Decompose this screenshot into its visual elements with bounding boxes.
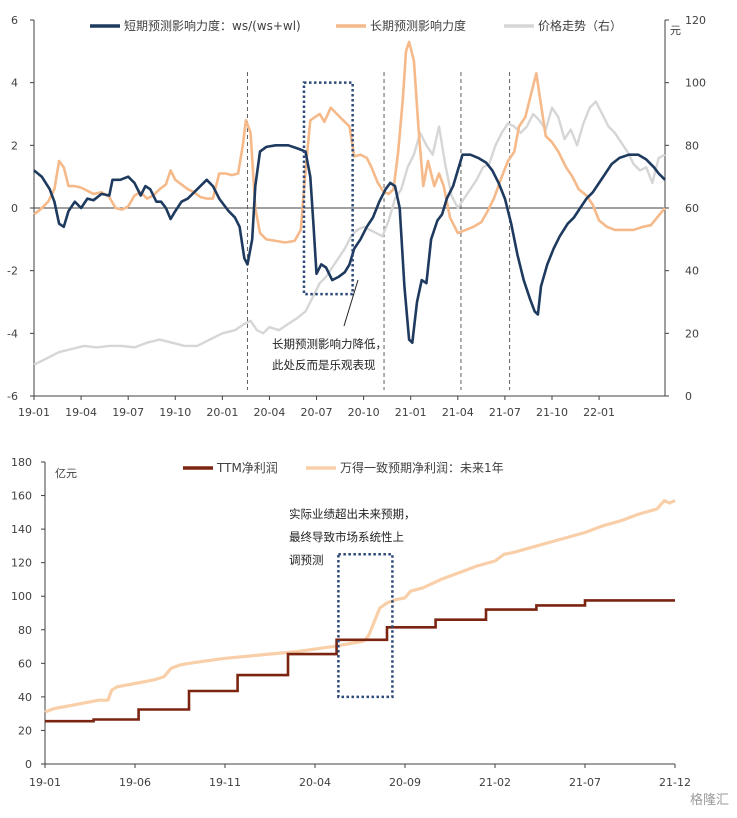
x-tick-label: 21-07 <box>569 776 601 789</box>
x-tick-label: 19-10 <box>159 406 191 419</box>
legend-label: TTM净利润 <box>216 461 278 475</box>
legend-label: 万得一致预期净利润：未来1年 <box>340 460 504 475</box>
x-tick-label: 21-12 <box>659 776 691 789</box>
x-tick-label: 19-01 <box>18 406 50 419</box>
x-tick-label: 20-10 <box>348 406 380 419</box>
annotation-text: 调预测 <box>289 553 324 567</box>
right-axis-unit: 元 <box>670 24 681 37</box>
y-tick-label: 60 <box>18 657 32 670</box>
y-tick-label: 140 <box>11 523 32 536</box>
x-tick-label: 21-02 <box>479 776 511 789</box>
y-tick-label: 160 <box>11 490 32 503</box>
x-tick-label: 19-01 <box>29 776 61 789</box>
x-tick-label: 21-07 <box>489 406 521 419</box>
y-tick-label: 100 <box>11 590 32 603</box>
series-line-long-term <box>33 40 667 244</box>
highlight-box <box>337 553 394 699</box>
y-tick-label: 40 <box>18 691 32 704</box>
series-line-short-term <box>33 144 666 344</box>
x-tick-label: 22-01 <box>583 406 615 419</box>
y-tick-label: 80 <box>18 624 32 637</box>
chart-net-profit: 0 20 40 60 80 100 120 140 160 180 亿元 19-01 19-06 19-1… <box>0 450 737 818</box>
left-tick-label: -4 <box>7 327 18 340</box>
y-tick-label: 20 <box>18 724 32 737</box>
right-tick-label: 80 <box>685 139 699 152</box>
chart-forecast-influence: -6 -4 -2 0 2 4 6 0 20 40 60 80 100 120 元 19-01 19-04 19-0… <box>7 14 706 419</box>
right-tick-label: 20 <box>685 327 699 340</box>
x-tick-label: 21-10 <box>536 406 568 419</box>
y-tick-label: 120 <box>11 557 32 570</box>
annotation-text: 最终导致市场系统性上 <box>289 530 404 544</box>
x-tick-label: 20-09 <box>389 776 421 789</box>
annotation-text: 实际业绩超出未来预期， <box>289 507 416 521</box>
x-tick-label: 19-06 <box>119 776 151 789</box>
y-tick-label: 180 <box>11 456 32 469</box>
right-tick-label: 60 <box>685 202 699 215</box>
left-tick-label: 2 <box>11 139 18 152</box>
annotation-pointer <box>343 279 359 327</box>
left-tick-label: 0 <box>11 202 18 215</box>
right-tick-label: 40 <box>685 265 699 278</box>
x-tick-label: 20-01 <box>206 406 238 419</box>
legend-label: 长期预测影响力度 <box>370 18 466 33</box>
right-tick-label: 0 <box>685 390 692 403</box>
x-tick-label: 19-07 <box>112 406 144 419</box>
legend-label: 价格走势（右） <box>538 18 622 33</box>
x-tick-label: 19-04 <box>65 406 97 419</box>
watermark-logo-text: 格隆汇 <box>689 793 729 808</box>
x-tick-label: 20-04 <box>253 406 285 419</box>
legend-label: 短期预测影响力度：ws/(ws+wl) <box>124 18 301 33</box>
x-tick-label: 20-07 <box>301 406 333 419</box>
left-tick-label: 6 <box>11 14 18 27</box>
series-line-price <box>33 100 666 366</box>
x-tick-label: 21-01 <box>395 406 427 419</box>
annotation-text: 此处反而是乐观表现 <box>272 358 376 372</box>
y-tick-label: 0 <box>25 758 32 771</box>
chart-net-profit-svg: 0 20 40 60 80 100 120 140 160 180 亿元 19-01 19-06 19-1… <box>11 456 691 789</box>
left-tick-label: 4 <box>11 77 18 90</box>
series-line-ttm <box>45 599 675 723</box>
right-tick-label: 100 <box>685 77 706 90</box>
annotation-text: 长期预测影响力降低， <box>272 337 387 351</box>
x-tick-label: 19-11 <box>209 776 241 789</box>
x-tick-label: 20-04 <box>299 776 331 789</box>
series-line-forecast <box>44 499 676 714</box>
x-tick-label: 21-04 <box>442 406 474 419</box>
left-tick-label: -6 <box>7 390 18 403</box>
y-axis-unit: 亿元 <box>55 467 77 480</box>
right-tick-label: 120 <box>685 14 706 27</box>
left-tick-label: -2 <box>7 265 18 278</box>
